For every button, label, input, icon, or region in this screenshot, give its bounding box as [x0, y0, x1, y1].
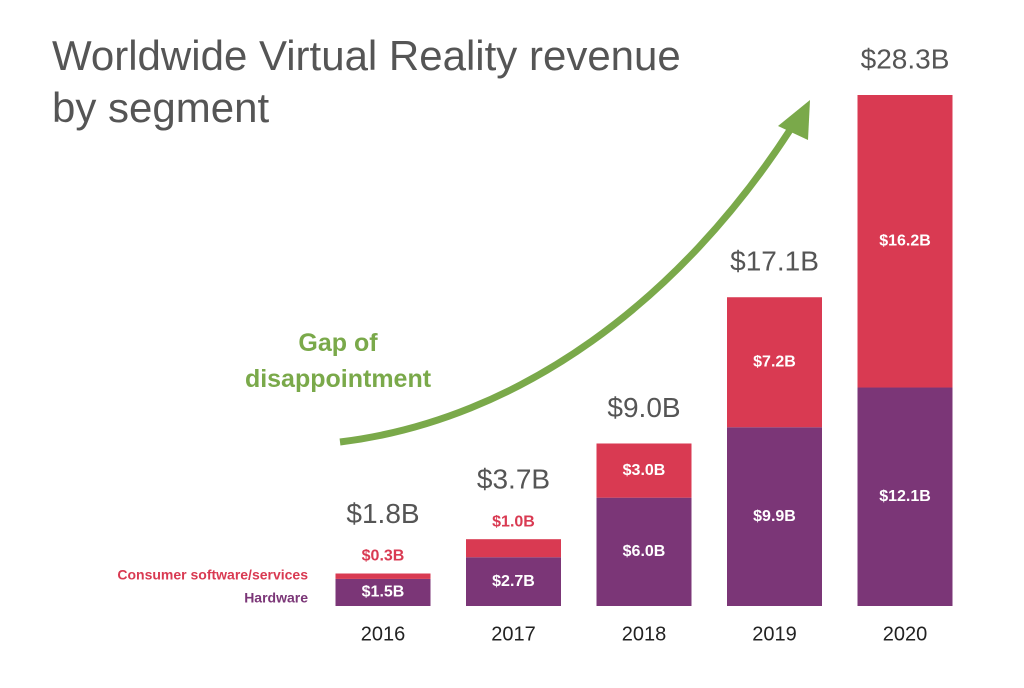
value-label: $16.2B: [879, 232, 931, 249]
arrow-head: [778, 100, 810, 140]
value-label: $12.1B: [879, 488, 931, 505]
value-label: $1.0B: [492, 513, 535, 530]
bar-segment: [727, 427, 822, 606]
bar-segment: [466, 557, 561, 606]
bar-segment: [857, 387, 953, 606]
value-label: $9.9B: [753, 508, 796, 525]
legend-label: Consumer software/services: [117, 567, 308, 583]
total-label: $1.8B: [346, 498, 419, 529]
total-label: $9.0B: [607, 392, 680, 423]
annotation: Gap of disappointment: [244, 329, 432, 393]
total-label: $3.7B: [477, 464, 550, 495]
bar-segment: [596, 497, 692, 606]
x-tick-label: 2017: [491, 623, 536, 645]
x-tick-label: 2018: [622, 623, 667, 645]
value-label: $3.0B: [623, 462, 666, 479]
value-label: $6.0B: [623, 543, 666, 560]
bar-segment: [727, 297, 822, 428]
total-label: $28.3B: [861, 43, 950, 74]
legend-label: Hardware: [244, 590, 308, 606]
bar-segment: [466, 539, 561, 558]
bar-segment: [335, 578, 431, 606]
chart-title: Worldwide Virtual Reality revenue by seg…: [52, 32, 681, 131]
value-label: $2.7B: [492, 573, 535, 590]
value-label: $7.2B: [753, 353, 796, 370]
bar-segment: [596, 443, 692, 498]
x-tick-label: 2016: [361, 623, 406, 645]
x-tick-label: 2019: [752, 623, 797, 645]
bar-segment: [857, 95, 953, 388]
value-label: $1.5B: [362, 584, 405, 601]
bar-segment: [335, 573, 431, 579]
trend-arrow: [339, 128, 793, 446]
total-label: $17.1B: [730, 246, 819, 277]
value-label: $0.3B: [362, 548, 405, 565]
x-tick-label: 2020: [883, 623, 928, 645]
